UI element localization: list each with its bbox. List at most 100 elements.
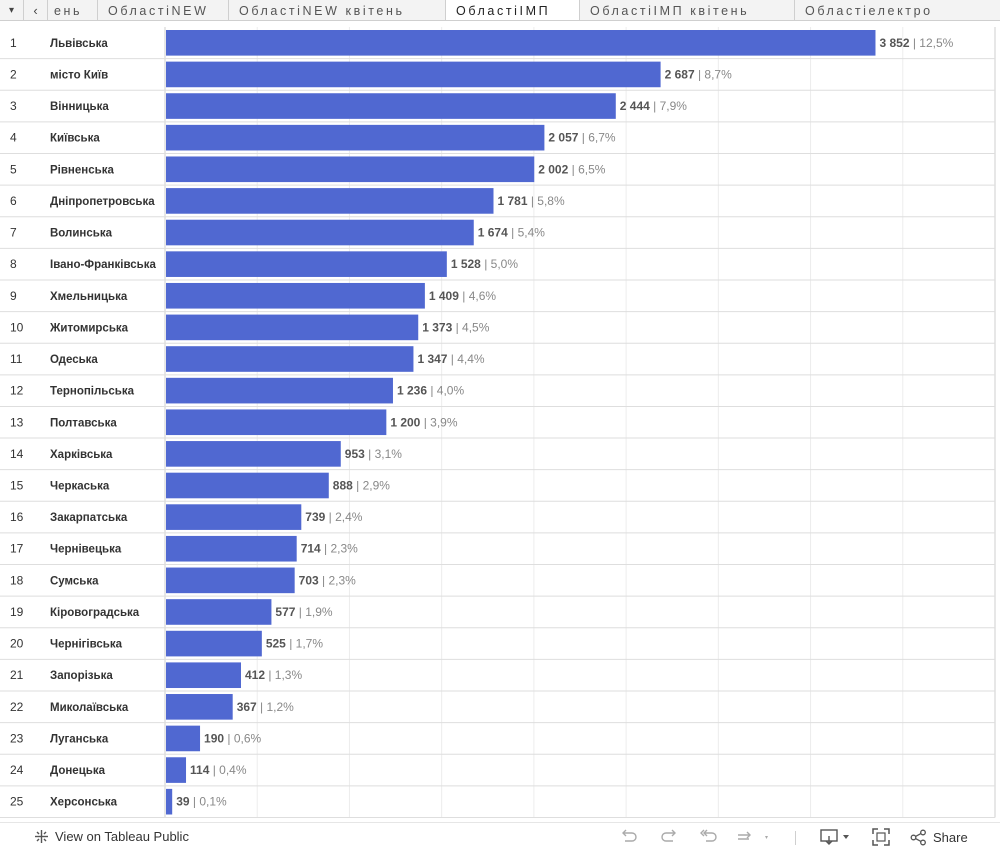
tab-oblasti-imp[interactable]: ОбластіІМП	[446, 0, 580, 20]
category-label: Харківська	[50, 449, 113, 461]
category-label: Кіровоградська	[50, 607, 140, 619]
rank-label: 23	[10, 731, 24, 745]
rank-label: 7	[10, 226, 17, 240]
value-label: 714 | 2,3%	[301, 542, 358, 556]
redo-button[interactable]	[660, 828, 678, 846]
value-label: 1 347 | 4,4%	[417, 352, 484, 366]
bar-chart-area: 1 Львівська 3 852 | 12,5% 2 місто Київ 2 687 …	[0, 22, 1000, 822]
bar[interactable]	[166, 725, 201, 752]
bar[interactable]	[166, 472, 329, 499]
category-label: Сумська	[50, 575, 99, 587]
tab-scroll-left-button[interactable]: ‹	[24, 0, 48, 20]
rank-label: 9	[10, 289, 17, 303]
bar[interactable]	[166, 377, 393, 404]
value-label: 2 444 | 7,9%	[620, 99, 687, 113]
bar[interactable]	[166, 567, 295, 594]
value-label: 1 528 | 5,0%	[451, 257, 518, 271]
tab-oblasti-new-april[interactable]: ОбластіNEW квітень	[229, 0, 446, 20]
bar[interactable]	[166, 219, 474, 246]
category-label: Одеська	[50, 354, 98, 366]
caret-down-icon: ▾	[8, 5, 15, 16]
fullscreen-button[interactable]	[872, 828, 890, 846]
rank-label: 11	[10, 352, 23, 366]
value-label: 3 852 | 12,5%	[879, 36, 953, 50]
category-label: місто Київ	[50, 69, 108, 81]
category-label: Черкаська	[50, 480, 110, 492]
bar[interactable]	[166, 30, 876, 56]
refresh-icon	[738, 831, 768, 840]
tab-oblasti-imp-april[interactable]: ОбластіІМП квітень	[580, 0, 795, 20]
bar[interactable]	[166, 441, 341, 467]
category-label: Чернівецька	[50, 544, 122, 556]
rank-label: 15	[10, 478, 24, 492]
tab-oblasti-electro[interactable]: Областіелектро	[805, 3, 933, 18]
category-label: Житомирська	[49, 322, 129, 334]
bar[interactable]	[166, 409, 387, 436]
rank-label: 6	[10, 194, 17, 208]
rank-label: 21	[10, 668, 24, 682]
rank-label: 4	[10, 131, 17, 145]
rank-label: 17	[10, 542, 24, 556]
download-button[interactable]	[820, 828, 852, 846]
rank-label: 18	[10, 573, 24, 587]
bar[interactable]	[166, 188, 494, 214]
bar[interactable]	[166, 504, 302, 530]
value-label: 1 781 | 5,8%	[497, 194, 564, 208]
bar[interactable]	[166, 251, 447, 277]
bar[interactable]	[166, 156, 535, 183]
row-separators	[0, 27, 996, 818]
value-label: 190 | 0,6%	[204, 731, 261, 745]
value-label: 1 200 | 3,9%	[390, 415, 457, 429]
value-label: 114 | 0,4%	[190, 763, 247, 777]
rank-label: 22	[10, 700, 24, 714]
bar[interactable]	[166, 314, 419, 341]
category-label: Тернопільська	[50, 386, 135, 398]
rank-label: 13	[10, 415, 24, 429]
bar[interactable]	[166, 535, 297, 562]
value-label: 2 002 | 6,5%	[538, 162, 605, 176]
bar-chart: 1 Львівська 3 852 | 12,5% 2 місто Київ 2 687 …	[0, 27, 996, 818]
tab-menu-button[interactable]: ▾	[0, 0, 24, 20]
bar[interactable]	[166, 93, 616, 119]
refresh-button[interactable]	[735, 828, 769, 846]
share-button[interactable]: Share	[910, 829, 968, 846]
bar[interactable]	[166, 61, 661, 88]
bar[interactable]	[166, 630, 262, 657]
chevron-left-icon: ‹	[33, 3, 38, 18]
category-label: Волинська	[50, 228, 113, 240]
view-on-tableau-public-link[interactable]: View on Tableau Public	[34, 829, 189, 844]
revert-icon	[700, 829, 717, 842]
value-label: 1 674 | 5,4%	[478, 226, 545, 240]
bar[interactable]	[166, 346, 414, 372]
share-label: Share	[933, 830, 968, 845]
category-label: Запорізька	[50, 670, 113, 682]
value-label: 577 | 1,9%	[275, 605, 332, 619]
undo-button[interactable]	[620, 828, 638, 846]
tab-oblasti-new[interactable]: ОбластіNEW	[98, 0, 229, 20]
bars	[166, 30, 876, 815]
category-label: Хмельницька	[50, 291, 128, 303]
bar[interactable]	[166, 599, 272, 625]
bar[interactable]	[166, 124, 545, 151]
bar[interactable]	[166, 662, 241, 689]
category-label: Миколаївська	[50, 702, 129, 714]
bar[interactable]	[166, 788, 173, 815]
category-label: Рівненська	[50, 164, 114, 176]
revert-button[interactable]	[700, 828, 718, 846]
value-label: 888 | 2,9%	[333, 478, 390, 492]
sheet-tab-bar: ▾ ‹ ень ОбластіNEW ОбластіNEW квітень Об…	[0, 0, 1000, 21]
bar[interactable]	[166, 282, 425, 309]
bar[interactable]	[166, 694, 233, 720]
category-label: Закарпатська	[50, 512, 128, 524]
bar[interactable]	[166, 757, 187, 783]
category-label: Полтавська	[50, 417, 117, 429]
category-label: Івано-Франківська	[50, 259, 156, 271]
download-icon	[820, 829, 849, 845]
category-label: Донецька	[50, 765, 106, 777]
rank-label: 10	[10, 320, 24, 334]
rank-label: 8	[10, 257, 17, 271]
value-label: 412 | 1,3%	[245, 668, 302, 682]
rank-label: 3	[10, 99, 17, 113]
rank-label: 25	[10, 795, 24, 809]
tab-oblasti-truncated[interactable]: ень	[48, 0, 98, 20]
